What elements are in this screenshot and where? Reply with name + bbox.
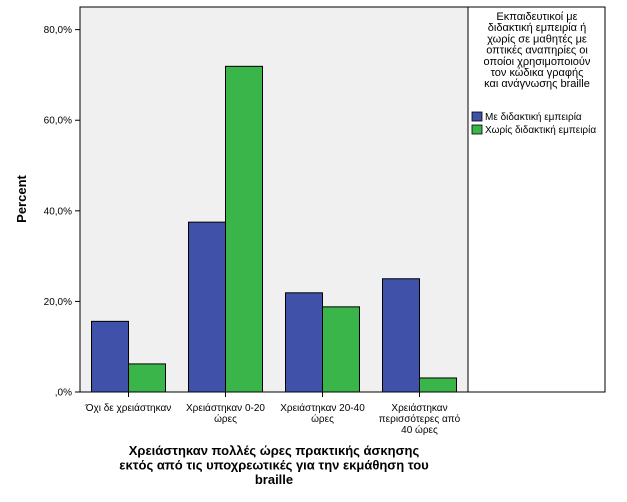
x-tick-label: Χρειάστηκαν — [391, 402, 447, 414]
x-tick-label: περισσότερες από — [379, 413, 461, 425]
legend-item-label: Χωρίς διδακτική εμπειρία — [485, 124, 596, 136]
bar-without-experience — [225, 65, 263, 393]
x-tick-label: Χρειάστηκαν 0-20 — [186, 402, 265, 414]
legend-title-line: και ανάγνωσης braille — [484, 78, 590, 90]
y-tick-label: ,0% — [55, 388, 72, 399]
x-tick-label: Όχι δε χρειάστηκαν — [85, 402, 172, 414]
legend-swatch — [471, 111, 483, 122]
axes-layer: ,0% 20,0% 40,0% 60,0% 80,0% Όχι δε χρειάστηκα… — [44, 25, 461, 436]
legend-title-line: οποίοι χρησιμοποιούν — [484, 56, 591, 68]
bar-with-experience — [285, 292, 323, 393]
legend-title-line: Εκπαιδευτικοί με — [496, 11, 577, 23]
bars-layer — [91, 65, 457, 393]
legend-title-line: οπτικές αναπηρίες οι — [486, 45, 588, 57]
x-tick-label: ώρες — [214, 413, 237, 425]
x-axis-title-line: braille — [255, 472, 293, 487]
x-axis-title: Χρειάστηκαν πολλές ώρες πρακτικής άσκηση… — [119, 443, 429, 487]
legend-swatch — [471, 124, 483, 135]
x-tick-label: 40 ώρες — [401, 424, 438, 436]
x-axis-title-line: εκτός από τις υποχρεωτικές για την εκμάθ… — [119, 458, 429, 473]
legend-title-line: τον κώδικα γραφής — [491, 67, 584, 79]
y-axis-title: Percent — [14, 174, 29, 222]
bar-without-experience — [322, 306, 360, 393]
x-axis-title-line: Χρειάστηκαν πολλές ώρες πρακτικής άσκηση… — [129, 443, 420, 458]
bar-with-experience — [382, 278, 420, 393]
legend-title-line: διδακτική εμπειρία ή — [488, 22, 586, 34]
y-tick-label: 40,0% — [44, 206, 72, 217]
legend-title-line: χωρίς σε μαθητές με — [487, 33, 587, 45]
bar-without-experience — [128, 363, 166, 393]
x-tick-label: ώρες — [311, 413, 334, 425]
bar-with-experience — [188, 221, 226, 393]
legend-item-label: Με διδακτική εμπειρία — [485, 111, 582, 123]
y-tick-label: 20,0% — [44, 297, 72, 308]
y-tick-label: 80,0% — [44, 25, 72, 36]
y-tick-label: 60,0% — [44, 116, 72, 127]
bar-with-experience — [91, 320, 129, 393]
legend-box — [467, 6, 606, 393]
x-tick-label: Χρειάστηκαν 20-40 — [280, 402, 365, 414]
bar-without-experience — [419, 377, 457, 393]
